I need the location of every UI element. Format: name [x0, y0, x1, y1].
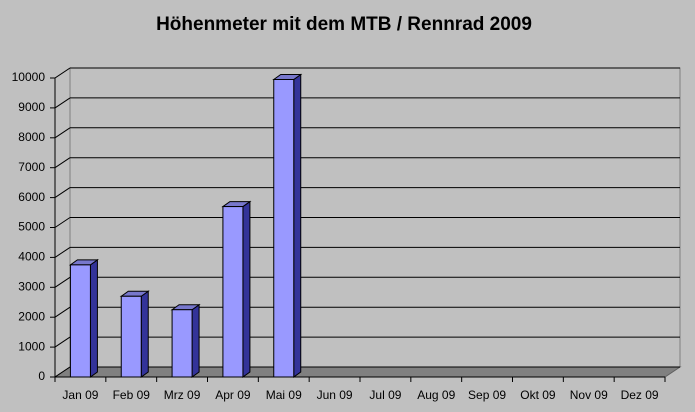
x-tick-label: Feb 09 — [113, 388, 151, 402]
side-grid-line — [54, 67, 71, 79]
bar-side — [140, 290, 149, 378]
bar — [222, 206, 244, 378]
bar-side — [89, 258, 98, 378]
y-tick-label: 0 — [38, 369, 45, 383]
side-grid-line — [54, 157, 71, 169]
y-tick-label: 9000 — [18, 100, 45, 114]
x-tick-label: Jan 09 — [62, 388, 98, 402]
x-tick-label: Mai 09 — [266, 388, 302, 402]
x-tick-label: Aug 09 — [417, 388, 455, 402]
y-tick-label: 3000 — [18, 279, 45, 293]
y-tick-label: 8000 — [18, 130, 45, 144]
side-grid-line — [54, 366, 71, 378]
y-tick-label: 1000 — [18, 339, 45, 353]
y-tick-label: 4000 — [18, 250, 45, 264]
y-tick-label: 5000 — [18, 220, 45, 234]
x-tick-label: Mrz 09 — [164, 388, 201, 402]
x-tick-label: Apr 09 — [215, 388, 251, 402]
bar — [120, 295, 142, 378]
bar — [273, 78, 295, 378]
x-tick-label: Sep 09 — [468, 388, 506, 402]
side-grid-line — [54, 306, 71, 318]
x-tick-label: Okt 09 — [520, 388, 556, 402]
side-grid-line — [54, 127, 71, 139]
bar-side — [293, 73, 302, 378]
side-grid-line — [54, 246, 71, 258]
x-tick-label: Jun 09 — [317, 388, 353, 402]
x-tick-label: Jul 09 — [369, 388, 401, 402]
y-tick-label: 6000 — [18, 190, 45, 204]
y-tick-label: 2000 — [18, 309, 45, 323]
bar — [171, 309, 193, 378]
bar-side — [242, 200, 251, 378]
x-tick-label: Dez 09 — [621, 388, 659, 402]
side-grid-line — [54, 187, 71, 199]
side-grid-line — [54, 217, 71, 228]
chart-title: Höhenmeter mit dem MTB / Rennrad 2009 — [156, 14, 532, 35]
bar — [69, 264, 91, 378]
side-grid-line — [54, 97, 71, 109]
y-tick-label: 7000 — [18, 160, 45, 174]
x-tick-label: Nov 09 — [570, 388, 608, 402]
side-grid-line — [54, 336, 71, 348]
side-grid-line — [54, 276, 71, 288]
y-tick-label: 10000 — [12, 70, 46, 84]
bar-side — [191, 303, 200, 378]
